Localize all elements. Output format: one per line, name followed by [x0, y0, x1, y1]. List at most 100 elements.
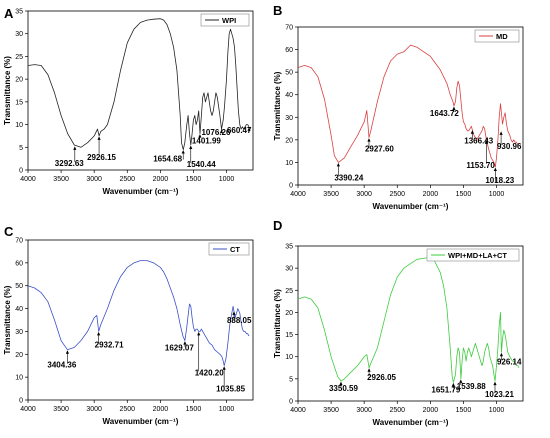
peak-label: 2927.60 [365, 145, 394, 154]
annotation-arrowhead [198, 134, 202, 138]
peak-label: 1076.26 [201, 128, 230, 137]
panel-D: D 4000 3500 3000 2500 2000 1500 1000 0 5 10 15 20 25 3… [273, 218, 524, 427]
legend-label: MD [496, 32, 508, 41]
x-tick-label: 2500 [389, 191, 405, 198]
annotation-arrowhead [459, 379, 463, 383]
y-tick-label: 60 [15, 260, 23, 267]
x-tick-label: 1000 [489, 191, 505, 198]
annotation-arrowhead [197, 331, 201, 336]
annotation-arrowhead [367, 368, 371, 372]
annotation-arrowhead [189, 145, 193, 150]
legend-box [208, 242, 250, 256]
annotation-arrowhead [183, 341, 187, 345]
legend-label: CT [230, 245, 240, 254]
peak-label: 1643.72 [430, 109, 459, 118]
peak-label: 1401.99 [192, 137, 221, 146]
panel-C: C 4000 3500 3000 2500 2000 1500 1000 0 10 20 30 40 50… [3, 224, 254, 426]
y-axis-title: Transmittance (%) [273, 289, 282, 358]
series-line [297, 44, 519, 168]
peak-label: 1153.70 [466, 161, 495, 170]
panel-A: A 4000 3500 3000 2500 2000 1500 1000 0 5 10 15 20 25 3… [3, 6, 254, 196]
y-tick-label: 20 [285, 310, 293, 317]
annotation-arrowhead [336, 162, 340, 167]
annotation-arrowhead [451, 382, 455, 387]
peak-label: 1018.23 [485, 176, 514, 185]
y-axis-title: Transmittance (%) [273, 71, 282, 140]
y-axis-title: Transmittance (%) [3, 285, 12, 354]
annotation-arrowhead [493, 381, 497, 386]
series-line [27, 18, 250, 151]
annotation-arrowhead [181, 150, 185, 154]
x-tick-label: 1500 [456, 407, 472, 414]
peak-label: 1366.43 [464, 137, 493, 146]
peak-label: 888.05 [227, 316, 252, 325]
y-axis-title: Transmittance (%) [3, 56, 12, 125]
y-tick-label: 20 [15, 77, 23, 84]
x-tick-label: 3500 [53, 406, 69, 413]
annotation-arrowhead [470, 130, 474, 134]
annotation-arrowhead [499, 131, 503, 135]
y-tick-label: 35 [15, 9, 23, 16]
x-tick-label: 3000 [86, 176, 102, 183]
peak-label: 3292.63 [55, 159, 84, 168]
legend-box [426, 248, 520, 262]
x-tick-label: 3000 [356, 191, 372, 198]
peak-label: 1540.44 [187, 160, 216, 169]
annotation-arrowhead [97, 331, 101, 336]
annotation-arrowhead [219, 129, 224, 134]
x-tick-label: 4000 [20, 176, 36, 183]
peak-label: 1420.20 [195, 368, 224, 377]
x-tick-label: 3000 [86, 406, 102, 413]
annotation-arrowhead [484, 140, 488, 144]
y-tick-label: 35 [285, 244, 293, 251]
x-tick-label: 3500 [323, 407, 339, 414]
x-tick-label: 3500 [323, 191, 339, 198]
y-tick-label: 20 [285, 137, 293, 144]
y-tick-label: 40 [15, 306, 23, 313]
peak-label: 3404.36 [47, 361, 76, 370]
y-tick-label: 30 [15, 31, 23, 38]
panel-B: B 4000 3500 3000 2500 2000 1500 1000 0 10 20 30 40 50… [273, 3, 524, 211]
y-tick-label: 50 [15, 283, 23, 290]
x-axis-title: Wavenumber (cm⁻¹) [373, 202, 449, 211]
y-tick-label: 60 [285, 47, 293, 54]
peak-label: 660.47 [227, 126, 252, 135]
peak-label: 930.96 [497, 142, 522, 151]
peak-label: 1539.88 [457, 382, 486, 391]
panel-letter: D [273, 218, 282, 233]
y-tick-label: 30 [285, 115, 293, 122]
panel-letter: A [4, 6, 14, 21]
x-tick-label: 1500 [456, 191, 472, 198]
y-tick-label: 30 [285, 266, 293, 273]
annotation-arrowhead [367, 138, 371, 142]
legend-label: WPI [222, 16, 236, 25]
y-tick-label: 70 [285, 25, 293, 32]
peak-label: 1651.79 [431, 385, 460, 394]
y-tick-label: 0 [289, 399, 293, 406]
panel-letter: C [4, 224, 14, 239]
y-tick-label: 0 [19, 168, 23, 175]
annotation-arrowhead [339, 381, 343, 386]
peak-label: 1629.07 [165, 344, 194, 353]
x-axis-title: Wavenumber (cm⁻¹) [373, 418, 449, 427]
y-tick-label: 15 [15, 99, 23, 106]
series-line [27, 260, 250, 367]
x-tick-label: 4000 [290, 407, 306, 414]
x-tick-label: 3500 [53, 176, 69, 183]
legend-box [474, 29, 520, 43]
x-tick-label: 1000 [219, 176, 235, 183]
peak-label: 2932.71 [95, 340, 124, 349]
annotation-arrowhead [97, 136, 101, 140]
peak-label: 2926.05 [367, 373, 396, 382]
peak-label: 1035.85 [216, 385, 245, 394]
legend-box [200, 13, 250, 27]
x-tick-label: 2500 [119, 406, 135, 413]
annotation-arrowhead [499, 352, 504, 357]
x-tick-label: 3000 [356, 407, 372, 414]
x-tick-label: 2000 [153, 176, 169, 183]
x-tick-label: 2500 [389, 407, 405, 414]
peak-label: 2926.15 [87, 153, 116, 162]
annotation-arrowhead [232, 311, 236, 315]
y-tick-label: 40 [285, 92, 293, 99]
